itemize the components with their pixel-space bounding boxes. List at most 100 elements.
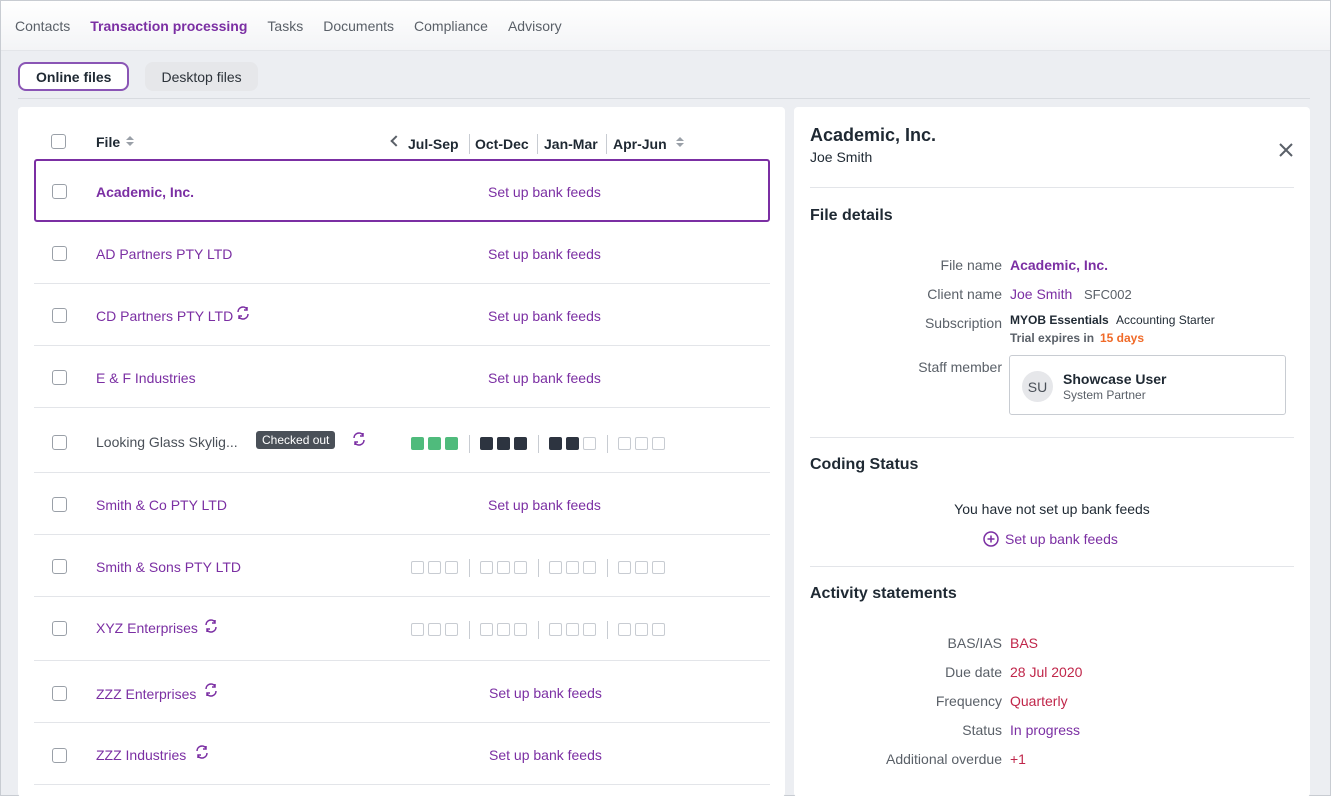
period-divider (537, 134, 538, 154)
status-square (428, 623, 441, 636)
table-row[interactable]: Looking Glass Skylig... Checked out (34, 408, 770, 473)
divider (810, 187, 1294, 188)
trial-expiry-prefix: Trial expires in (1010, 331, 1095, 345)
table-row[interactable]: AD Partners PTY LTD Set up bank feeds (34, 222, 770, 284)
subscription-product: MYOB Essentials (1010, 313, 1109, 327)
status-square (566, 561, 579, 574)
client-name-label: Client name (927, 286, 1002, 302)
table-row[interactable]: Smith & Co PTY LTD Set up bank feeds (34, 473, 770, 535)
set-up-bank-feeds-button[interactable]: Set up bank feeds (983, 531, 1118, 547)
set-up-bank-feeds-link[interactable]: Set up bank feeds (488, 246, 601, 262)
status-square (411, 437, 424, 450)
file-name-label: File name (940, 257, 1002, 273)
row-checkbox[interactable] (52, 246, 67, 261)
period-divider (538, 621, 539, 639)
period-header-jan-mar: Jan-Mar (544, 136, 598, 152)
divider (810, 437, 1294, 438)
file-name-link[interactable]: Smith & Sons PTY LTD (96, 559, 241, 575)
additional-overdue-value[interactable]: +1 (1010, 751, 1026, 767)
row-checkbox[interactable] (52, 748, 67, 763)
set-up-bank-feeds-label: Set up bank feeds (1005, 531, 1118, 547)
row-checkbox[interactable] (52, 621, 67, 636)
status-square (514, 561, 527, 574)
coding-status-message: You have not set up bank feeds (954, 501, 1150, 517)
status-square (583, 623, 596, 636)
period-sort-icon[interactable] (676, 137, 684, 149)
status-square (445, 623, 458, 636)
status-label: Status (962, 722, 1002, 738)
nav-advisory[interactable]: Advisory (507, 17, 562, 34)
frequency-label: Frequency (935, 693, 1002, 709)
nav-documents[interactable]: Documents (323, 17, 395, 34)
previous-period-chevron-icon[interactable] (390, 135, 402, 147)
subscription-plan: Accounting Starter (1116, 313, 1215, 327)
row-checkbox[interactable] (52, 308, 67, 323)
status-square (445, 437, 458, 450)
status-square (618, 561, 631, 574)
plus-circle-icon (983, 531, 999, 547)
staff-role: System Partner (1063, 388, 1146, 402)
row-checkbox[interactable] (52, 686, 67, 701)
status-square (618, 437, 631, 450)
tab-desktop-files[interactable]: Desktop files (145, 62, 258, 91)
status-square (635, 561, 648, 574)
row-checkbox[interactable] (52, 497, 67, 512)
nav-transaction-processing[interactable]: Transaction processing (90, 17, 248, 34)
status-square (497, 561, 510, 574)
row-checkbox[interactable] (52, 370, 67, 385)
set-up-bank-feeds-link[interactable]: Set up bank feeds (488, 370, 601, 386)
row-checkbox[interactable] (52, 184, 67, 199)
table-row[interactable]: ZZZ Enterprises Set up bank feeds (34, 661, 770, 723)
set-up-bank-feeds-link[interactable]: Set up bank feeds (488, 184, 601, 200)
sync-icon (205, 619, 217, 633)
status-square (549, 623, 562, 636)
set-up-bank-feeds-link[interactable]: Set up bank feeds (489, 747, 602, 763)
file-name-link[interactable]: E & F Industries (96, 370, 196, 386)
status-square (411, 623, 424, 636)
additional-overdue-label: Additional overdue (886, 751, 1002, 767)
file-name-link[interactable]: AD Partners PTY LTD (96, 246, 233, 262)
staff-member-card[interactable]: SU Showcase User System Partner (1009, 355, 1286, 415)
set-up-bank-feeds-link[interactable]: Set up bank feeds (489, 685, 602, 701)
bas-ias-label: BAS/IAS (947, 635, 1002, 651)
table-row[interactable]: Academic, Inc. Set up bank feeds (34, 159, 770, 222)
detail-subtitle: Joe Smith (810, 149, 873, 165)
table-row[interactable]: E & F Industries Set up bank feeds (34, 346, 770, 408)
status-square (549, 437, 562, 450)
close-icon[interactable] (1278, 142, 1294, 158)
nav-contacts[interactable]: Contacts (15, 17, 71, 34)
file-name-link[interactable]: Academic, Inc. (96, 184, 195, 200)
client-name-value[interactable]: Joe Smith (1010, 286, 1073, 302)
select-all-checkbox[interactable] (51, 134, 66, 149)
tabs-divider (18, 98, 1310, 99)
file-name-link[interactable]: Looking Glass Skylig... (96, 434, 238, 450)
nav-tasks[interactable]: Tasks (267, 17, 304, 34)
row-checkbox[interactable] (52, 435, 67, 450)
file-name-link[interactable]: Smith & Co PTY LTD (96, 497, 227, 513)
status-square (428, 561, 441, 574)
status-square (618, 623, 631, 636)
period-divider (469, 559, 470, 577)
table-row[interactable]: Smith & Sons PTY LTD (34, 535, 770, 597)
nav-compliance[interactable]: Compliance (414, 17, 488, 34)
table-row[interactable]: XYZ Enterprises (34, 597, 770, 661)
set-up-bank-feeds-link[interactable]: Set up bank feeds (488, 497, 601, 513)
set-up-bank-feeds-link[interactable]: Set up bank feeds (488, 308, 601, 324)
sort-icon (126, 136, 135, 148)
table-row[interactable]: CD Partners PTY LTD Set up bank feeds (34, 284, 770, 346)
status-square (652, 623, 665, 636)
status-square (428, 437, 441, 450)
file-column-header[interactable]: File (96, 134, 135, 150)
file-name-link[interactable]: ZZZ Enterprises (96, 686, 197, 702)
row-checkbox[interactable] (52, 559, 67, 574)
due-date-label: Due date (945, 664, 1002, 680)
file-name-link[interactable]: XYZ Enterprises (96, 620, 198, 636)
tab-online-files[interactable]: Online files (18, 62, 130, 91)
file-name-value[interactable]: Academic, Inc. (1010, 257, 1109, 273)
table-row[interactable]: ZZZ Industries Set up bank feeds (34, 723, 770, 785)
status-square (497, 623, 510, 636)
file-name-link[interactable]: ZZZ Industries (96, 747, 187, 763)
file-name-link[interactable]: CD Partners PTY LTD (96, 308, 234, 324)
status-square (566, 437, 579, 450)
status-value: In progress (1010, 722, 1081, 738)
